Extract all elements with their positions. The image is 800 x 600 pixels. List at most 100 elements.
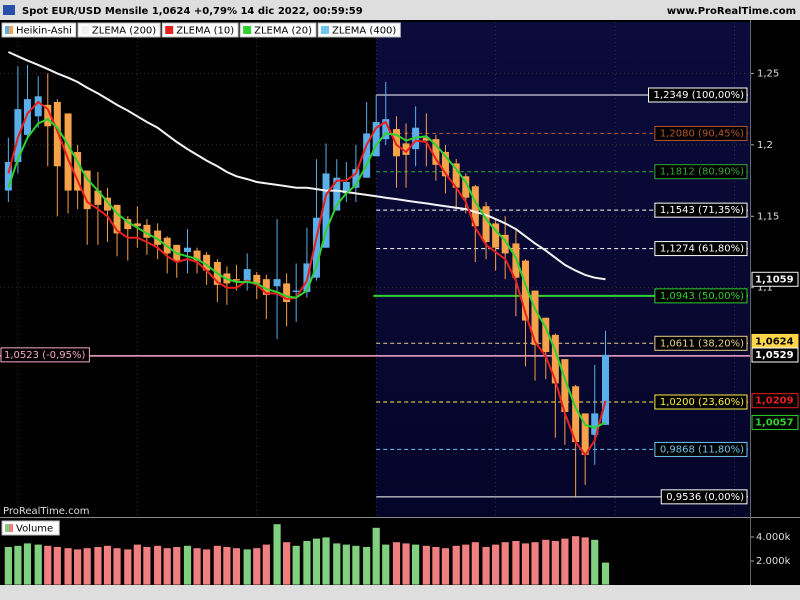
fib-label: 1,1812 (80,90%) — [660, 167, 744, 178]
fib-label: 1,0200 (23,60%) — [660, 397, 744, 408]
volume-bar — [332, 542, 342, 586]
volume-bar — [341, 543, 351, 586]
volume-bar — [183, 545, 192, 586]
candle-body — [154, 230, 162, 245]
legend-label: ZLEMA (10) — [176, 26, 234, 37]
last-value-box — [751, 414, 799, 430]
volume-bar — [112, 547, 122, 586]
volume-bar — [212, 545, 222, 586]
candle-body — [432, 139, 440, 165]
y-tick-label: 1,15 — [757, 211, 779, 222]
volume-bar — [153, 545, 163, 586]
candle-body — [402, 143, 410, 155]
volume-bar — [461, 543, 471, 586]
fib-background — [376, 22, 750, 517]
fib-label-box — [654, 164, 748, 180]
volume-bar — [272, 523, 282, 586]
ref-label: 1,0523 (-0,95%) — [4, 350, 85, 361]
volume-bar — [252, 547, 262, 586]
candle-body — [283, 283, 291, 302]
x-axis-bar — [0, 585, 800, 600]
candle-body — [74, 152, 82, 191]
volume-bar — [123, 548, 133, 586]
volume-bar — [431, 546, 441, 586]
candle-body — [591, 413, 599, 435]
candle-body — [452, 163, 460, 188]
volume-bar — [232, 547, 241, 586]
candle-body — [243, 269, 251, 281]
y-tick-label: 1,25 — [757, 68, 779, 79]
ref-label-box — [0, 347, 90, 363]
volume-bar — [93, 546, 103, 586]
candle-body — [273, 279, 281, 287]
candle-body — [492, 223, 500, 248]
legend-label: ZLEMA (20) — [254, 26, 312, 37]
legend-label: Heikin-Ashi — [16, 26, 72, 37]
volume-bar — [202, 548, 212, 586]
fib-label: 1,0943 (50,00%) — [660, 291, 744, 302]
last-value-label: 1,0057 — [755, 417, 794, 428]
fib-label: 1,1543 (71,35%) — [660, 205, 744, 216]
candle-body — [542, 317, 550, 352]
volume-bar — [421, 545, 431, 586]
volume-bar — [511, 540, 521, 586]
fib-label-box — [654, 394, 748, 410]
legend-swatch — [80, 26, 89, 34]
volume-bar — [411, 543, 421, 586]
candle-body — [531, 290, 539, 345]
volume-bar — [192, 547, 202, 586]
candle-body — [143, 224, 151, 238]
candle-body — [572, 386, 580, 442]
candle-body — [312, 217, 320, 278]
candle-body — [581, 413, 589, 455]
volume-bar — [470, 541, 480, 586]
candle-body — [94, 190, 102, 205]
volume-title-box — [1, 520, 60, 536]
price-marker-label: 1,0529 — [755, 350, 794, 361]
candle-body — [422, 137, 430, 141]
y-tick-label: 1,1 — [757, 283, 773, 294]
volume-bar — [521, 542, 530, 586]
candle-body — [501, 234, 509, 254]
volume-bar — [172, 546, 182, 586]
candle-body — [382, 119, 390, 140]
top-bar — [0, 0, 800, 20]
volume-bar — [351, 545, 361, 586]
candle-body — [462, 176, 470, 198]
candle-body — [4, 162, 12, 191]
volume-bar — [371, 527, 381, 586]
y-tick-label: 4.000k — [756, 532, 791, 543]
legend-label: ZLEMA (400) — [332, 26, 396, 37]
fib-label: 1,2349 (100,00%) — [654, 90, 745, 101]
candle-body — [521, 260, 529, 321]
candle-body — [64, 113, 72, 191]
legend-swatch — [5, 524, 9, 532]
candle-body — [23, 99, 31, 135]
volume-bar — [103, 545, 112, 586]
price-marker-box — [751, 347, 799, 363]
legend-swatch — [5, 26, 9, 34]
volume-bar — [222, 546, 232, 586]
volume-bar — [33, 543, 43, 586]
candle-body — [551, 334, 559, 384]
legend-swatch — [9, 524, 13, 532]
candle-body — [83, 170, 91, 210]
volume-bar — [381, 543, 391, 586]
volume-bar — [590, 539, 600, 586]
candle-body — [44, 104, 52, 127]
candle-body — [184, 247, 191, 252]
volume-bar — [580, 536, 590, 586]
candle-body — [482, 206, 490, 242]
indicator-line — [7, 51, 606, 281]
volume-bar — [530, 541, 540, 586]
legend-swatch — [321, 26, 330, 34]
candle-body — [471, 186, 479, 227]
chart-title: Spot EUR/USD Mensile 1,0624 +0,79% 14 di… — [22, 6, 363, 17]
legend-item-box — [161, 22, 239, 38]
volume-bar — [312, 537, 321, 586]
volume-title: Volume — [16, 524, 53, 535]
volume-bar — [550, 540, 560, 586]
y-tick-label: 1,2 — [757, 140, 773, 151]
last-value-box — [751, 271, 799, 287]
